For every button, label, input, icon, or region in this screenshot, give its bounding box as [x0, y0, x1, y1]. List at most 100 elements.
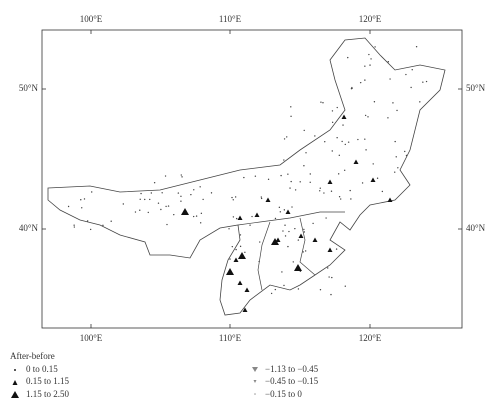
station-marker: [370, 58, 372, 60]
station-marker: [312, 237, 318, 242]
station-marker: [260, 197, 263, 200]
station-marker: [147, 211, 149, 214]
station-marker: [425, 80, 428, 83]
station-marker: [265, 197, 271, 202]
station-marker: [193, 189, 195, 191]
station-marker: [328, 276, 330, 278]
station-marker: [305, 152, 307, 154]
station-marker: [325, 217, 327, 219]
station-marker: [139, 209, 141, 211]
station-marker: [91, 191, 93, 193]
station-marker: [336, 106, 338, 109]
station-marker: [364, 79, 366, 81]
station-marker: [283, 159, 285, 161]
station-marker: [353, 159, 359, 164]
station-marker: [320, 101, 322, 103]
station-marker: [341, 140, 343, 143]
legend-symbol: [14, 369, 16, 371]
station-marker: [134, 211, 137, 213]
lat-label: 50°N: [19, 83, 39, 93]
station-marker: [370, 177, 376, 182]
station-marker: [73, 224, 75, 226]
station-marker: [392, 102, 394, 104]
legend-label: −0.15 to 0: [265, 389, 302, 399]
station-marker: [303, 165, 305, 167]
legend-label: −1.13 to −0.45: [265, 364, 319, 374]
station-marker: [373, 101, 376, 103]
station-marker: [337, 173, 340, 175]
station-marker: [287, 173, 289, 175]
station-marker: [122, 203, 125, 205]
station-marker: [258, 260, 260, 263]
station-marker: [242, 307, 248, 312]
station-marker: [289, 187, 291, 189]
station-marker: [67, 205, 70, 208]
station-marker: [281, 271, 283, 273]
station-marker: [387, 61, 390, 63]
station-marker: [161, 192, 163, 194]
station-marker: [365, 149, 367, 151]
lat-label: 50°N: [466, 83, 486, 93]
station-marker: [294, 227, 296, 230]
legend-symbol: [12, 380, 18, 385]
station-marker: [322, 102, 324, 104]
station-marker: [283, 284, 285, 287]
station-marker: [372, 163, 374, 165]
station-marker: [140, 192, 142, 195]
station-marker: [290, 115, 292, 118]
station-marker: [331, 110, 334, 112]
station-marker: [397, 167, 399, 169]
station-marker: [302, 251, 304, 253]
station-marker: [181, 176, 183, 178]
legend-label: 0.15 to 1.15: [26, 376, 70, 386]
station-marker: [422, 81, 424, 83]
station-marker: [338, 154, 341, 157]
station-marker: [232, 199, 234, 201]
lon-label: 100°E: [80, 333, 103, 343]
station-marker: [364, 65, 366, 67]
station-marker: [396, 109, 398, 112]
station-marker: [153, 182, 156, 184]
station-marker: [181, 208, 189, 215]
station-marker: [254, 212, 260, 217]
station-marker: [324, 141, 326, 143]
station-marker: [299, 181, 301, 183]
lon-label: 120°E: [359, 333, 382, 343]
station-marker: [102, 224, 104, 227]
station-marker: [233, 257, 239, 262]
legend-symbol: [252, 367, 258, 372]
station-marker: [287, 245, 289, 248]
station-marker: [327, 247, 333, 252]
station-marker: [235, 248, 237, 251]
lon-label: 110°E: [219, 14, 242, 24]
station-marker: [339, 198, 342, 200]
station-marker: [381, 190, 384, 193]
legend-symbol: [254, 393, 256, 395]
station-marker: [342, 124, 344, 126]
region-outline: [47, 37, 446, 316]
station-marker: [344, 285, 346, 287]
legend-symbol: [11, 391, 19, 398]
station-marker: [270, 292, 273, 295]
station-marker: [150, 192, 153, 194]
station-marker: [327, 267, 329, 269]
station-marker: [190, 193, 192, 196]
station-marker: [195, 215, 198, 217]
station-marker: [359, 81, 362, 84]
station-marker: [160, 208, 162, 211]
station-marker: [237, 215, 243, 220]
station-marker: [330, 190, 333, 192]
station-marker: [286, 136, 288, 138]
station-marker: [235, 217, 238, 220]
station-marker: [404, 150, 406, 153]
station-marker: [303, 129, 305, 132]
station-marker: [319, 190, 321, 192]
legend-title: After-before: [10, 351, 55, 361]
station-marker: [331, 276, 333, 279]
station-marker: [349, 189, 351, 192]
station-marker: [244, 287, 250, 292]
station-marker: [274, 217, 277, 220]
station-marker: [290, 106, 292, 108]
station-marker: [254, 175, 257, 177]
station-marker: [304, 250, 307, 252]
